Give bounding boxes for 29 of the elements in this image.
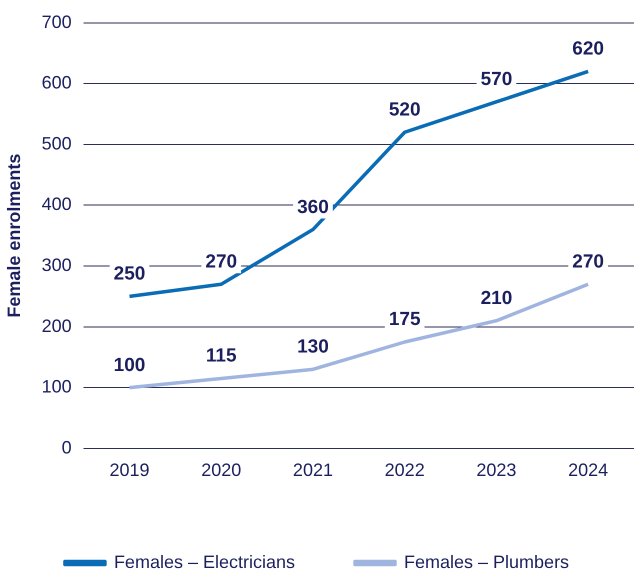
y-tick-label: 0 (62, 437, 72, 458)
x-tick-label: 2022 (384, 460, 425, 480)
y-tick-label: 700 (42, 12, 72, 32)
data-label: 130 (297, 336, 329, 358)
legend-label: Females – Plumbers (404, 552, 570, 572)
data-label: 520 (388, 99, 421, 120)
data-label: 620 (572, 38, 604, 60)
data-label: 270 (205, 251, 238, 272)
data-label: 175 (388, 309, 421, 330)
y-tick-label: 100 (42, 376, 72, 397)
y-tick-label: 400 (42, 194, 72, 214)
data-label: 270 (572, 251, 604, 272)
x-tick-label: 2024 (568, 460, 608, 480)
y-tick-label: 200 (42, 316, 72, 336)
data-label: 100 (114, 354, 146, 376)
data-label: 210 (480, 288, 512, 309)
x-tick-label: 2021 (292, 460, 333, 480)
x-tick-label: 2020 (201, 460, 242, 480)
y-tick-label: 500 (42, 133, 72, 154)
y-axis-title: Female enrolments (4, 154, 24, 318)
y-tick-label: 300 (42, 254, 72, 275)
y-tick-label: 600 (42, 72, 72, 93)
legend-label: Females – Electricians (114, 552, 296, 572)
data-label: 570 (480, 69, 512, 90)
x-tick-label: 2019 (109, 460, 150, 480)
x-tick-label: 2023 (476, 460, 516, 480)
data-label: 115 (206, 346, 237, 367)
data-label: 250 (114, 264, 146, 285)
data-label: 360 (297, 196, 329, 218)
